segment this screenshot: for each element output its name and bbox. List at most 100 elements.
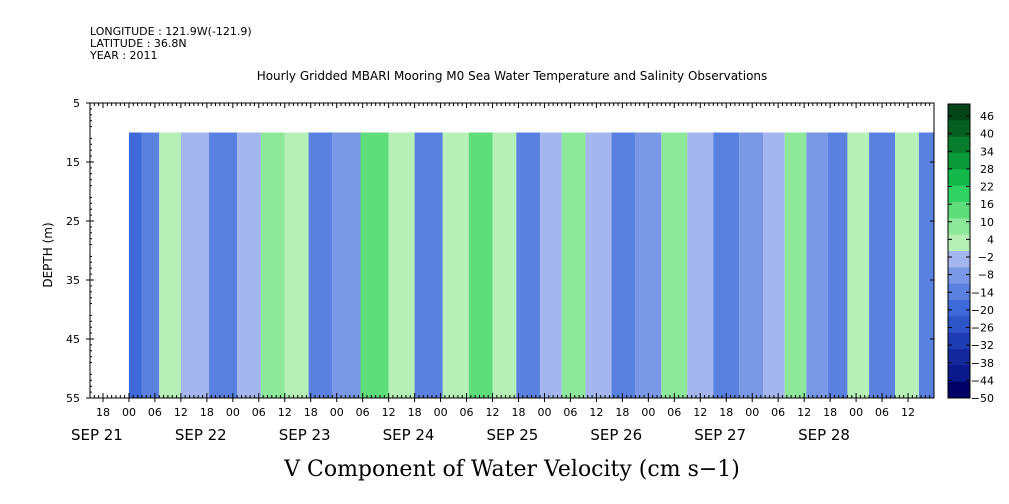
colorbar-label: 16: [980, 198, 994, 211]
heatmap-band: [414, 132, 443, 398]
colorbar-swatch: [948, 300, 970, 317]
heatmap-band: [260, 132, 285, 398]
heatmap-band: [847, 132, 870, 398]
heatmap-band: [237, 132, 261, 398]
y-tick-label: 5: [73, 97, 80, 110]
colorbar-swatch: [948, 267, 970, 285]
x-hour-label: 06: [771, 406, 785, 419]
heatmap-band: [516, 132, 541, 398]
heatmap-band: [540, 132, 562, 398]
colorbar-swatch: [948, 153, 970, 170]
colorbar-label: −50: [971, 392, 994, 405]
x-hour-label: 18: [96, 406, 110, 419]
x-hour-label: 06: [356, 406, 370, 419]
y-tick-label: 55: [66, 392, 80, 405]
colorbar-swatch: [948, 251, 970, 268]
heatmap-band: [360, 132, 389, 398]
colorbar-label: 46: [980, 110, 994, 123]
colorbar-label: −32: [971, 339, 994, 352]
colorbar-label: −8: [978, 269, 994, 282]
heatmap-band: [308, 132, 333, 398]
heatmap-band: [209, 132, 238, 398]
heatmap-band: [611, 132, 636, 398]
x-hour-label: 18: [615, 406, 629, 419]
heatmap-band: [739, 132, 764, 398]
heatmap-band: [388, 132, 415, 398]
x-hour-label: 06: [252, 406, 266, 419]
x-hour-label: 12: [486, 406, 500, 419]
heatmap-band: [492, 132, 517, 398]
longitude-label: LONGITUDE : 121.9W(-121.9): [90, 25, 252, 38]
x-date-label: SEP 21: [71, 426, 123, 444]
colorbar-label: 28: [980, 163, 994, 176]
heatmap-band: [713, 132, 740, 398]
heatmap-band: [284, 132, 309, 398]
colorbar-swatch: [948, 202, 970, 219]
x-hour-label: 00: [537, 406, 551, 419]
heatmap-band: [869, 132, 896, 398]
x-hour-label: 06: [667, 406, 681, 419]
heatmap-band: [128, 132, 142, 398]
colorbar-swatch: [948, 381, 970, 399]
x-hour-label: 18: [200, 406, 214, 419]
heatmap-band: [635, 132, 662, 398]
colorbar-label: 4: [987, 233, 994, 246]
plot-frame: [89, 102, 935, 399]
colorbar-swatch: [948, 136, 970, 154]
heatmap-band: [687, 132, 714, 398]
heatmap-band: [468, 132, 493, 398]
colorbar-label: −44: [971, 374, 994, 387]
colorbar-swatch: [948, 332, 970, 350]
x-hour-label: 18: [304, 406, 318, 419]
colorbar-swatch: [948, 316, 970, 334]
colorbar-swatch: [948, 349, 970, 366]
colorbar-swatch: [948, 104, 970, 121]
colorbar-label: −20: [971, 304, 994, 317]
colorbar-swatch: [948, 169, 970, 187]
x-date-label: SEP 24: [383, 426, 435, 444]
year-label: YEAR : 2011: [89, 49, 158, 62]
heatmap-band: [806, 132, 828, 398]
x-date-label: SEP 28: [798, 426, 850, 444]
x-date-label: SEP 26: [590, 426, 642, 444]
x-hour-label: 00: [122, 406, 136, 419]
y-axis-label: DEPTH (m): [41, 222, 55, 287]
x-hour-label: 12: [901, 406, 915, 419]
heatmap-band: [827, 132, 848, 398]
colorbar-swatch: [948, 185, 970, 203]
heatmap-band: [332, 132, 361, 398]
x-date-label: SEP 22: [175, 426, 227, 444]
x-hour-label: 12: [382, 406, 396, 419]
x-axis-label: V Component of Water Velocity (cm s−1): [283, 457, 740, 482]
heatmap-band: [784, 132, 807, 398]
heatmap-band: [895, 132, 919, 398]
x-hour-label: 00: [226, 406, 240, 419]
colorbar-label: 10: [980, 216, 994, 229]
y-tick-label: 35: [66, 274, 80, 287]
x-hour-label: 06: [875, 406, 889, 419]
colorbar-label: −14: [971, 286, 994, 299]
x-hour-label: 06: [148, 406, 162, 419]
x-hour-label: 18: [511, 406, 525, 419]
x-hour-label: 18: [823, 406, 837, 419]
x-hour-label: 00: [330, 406, 344, 419]
x-hour-label: 00: [745, 406, 759, 419]
colorbar-label: −2: [978, 251, 994, 264]
colorbar-label: −38: [971, 357, 994, 370]
x-hour-label: 12: [174, 406, 188, 419]
heatmap-band: [585, 132, 612, 398]
colorbar-swatch: [948, 120, 970, 138]
x-hour-label: 12: [589, 406, 603, 419]
colorbar-label: 34: [980, 145, 994, 158]
x-hour-label: 06: [563, 406, 577, 419]
colorbar-label: 22: [980, 181, 994, 194]
heatmap-band: [442, 132, 469, 398]
plot-axes: 5 15 25 35 45 55 18 00 06 12 18 00 06 12 18 00 06 12 18 00 0…: [66, 97, 935, 444]
colorbar-swatch: [948, 218, 970, 236]
heatmap-band: [561, 132, 586, 398]
x-hour-label: 18: [719, 406, 733, 419]
heatmap-band: [141, 132, 160, 398]
x-hour-label: 00: [641, 406, 655, 419]
y-tick-label: 25: [66, 215, 80, 228]
